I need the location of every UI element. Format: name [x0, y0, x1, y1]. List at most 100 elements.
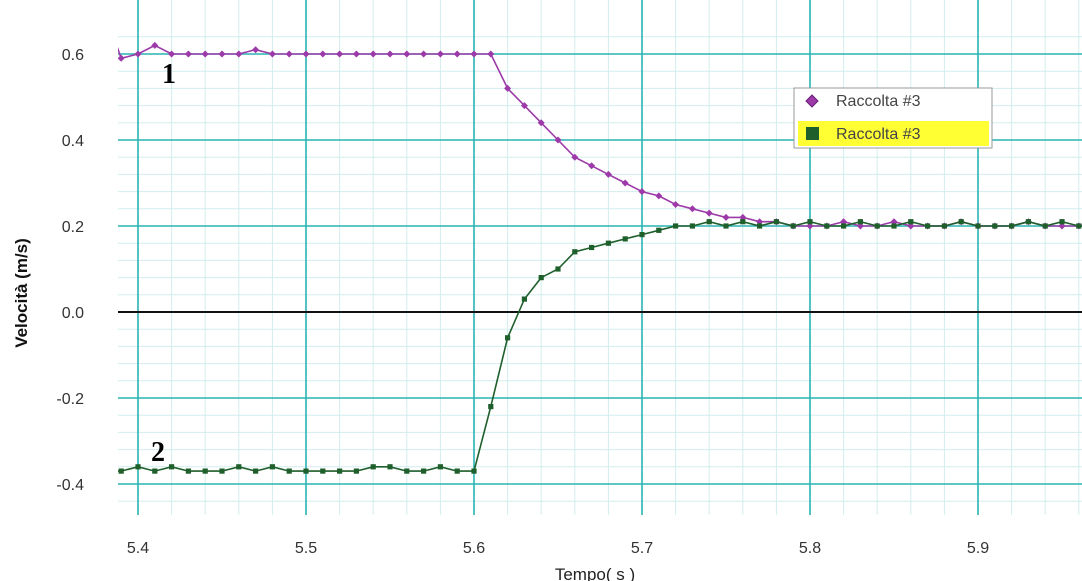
data-point-series-1 — [403, 50, 411, 58]
data-point-series-2 — [824, 223, 830, 229]
data-point-series-1 — [504, 84, 512, 92]
data-point-series-1 — [285, 50, 293, 58]
data-point-series-1 — [201, 50, 209, 58]
data-point-series-2 — [337, 468, 343, 474]
legend-label-1: Raccolta #3 — [836, 93, 921, 110]
y-tick-label: -0.2 — [56, 391, 84, 408]
data-point-series-1 — [722, 213, 730, 221]
plot-background — [118, 0, 1082, 515]
data-point-series-1 — [101, 8, 108, 15]
data-point-series-2 — [437, 464, 443, 470]
data-point-series-2 — [521, 296, 527, 302]
data-point-series-2 — [689, 223, 695, 229]
data-point-series-2 — [135, 464, 141, 470]
data-point-series-2 — [202, 468, 208, 474]
data-point-series-1 — [588, 162, 596, 170]
data-point-series-2 — [421, 468, 427, 474]
data-point-series-2 — [891, 223, 897, 229]
data-point-series-1 — [134, 50, 142, 58]
data-point-series-1 — [487, 50, 495, 58]
series-layer — [101, 8, 1082, 474]
data-point-series-1 — [621, 179, 629, 187]
data-point-series-2 — [538, 275, 544, 281]
legend-highlight — [798, 121, 989, 146]
y-tick-label: -0.4 — [56, 477, 84, 494]
curve-label-1: 1 — [162, 59, 176, 90]
data-point-series-2 — [1009, 223, 1015, 229]
data-point-series-2 — [1025, 219, 1031, 225]
data-point-series-2 — [589, 244, 595, 251]
data-point-series-1 — [369, 50, 377, 58]
data-point-series-2 — [169, 464, 175, 470]
data-point-series-1 — [268, 50, 276, 58]
data-point-series-2 — [757, 223, 763, 229]
curve-label-2: 2 — [151, 437, 165, 468]
data-point-series-1 — [554, 136, 562, 144]
data-point-series-1 — [336, 50, 344, 58]
x-axis-title: Tempo( s ) — [555, 565, 635, 581]
data-point-series-2 — [1076, 223, 1082, 229]
data-point-series-1 — [252, 46, 260, 54]
x-tick-label: 5.9 — [967, 540, 989, 557]
data-point-series-2 — [723, 223, 729, 229]
data-point-series-1 — [655, 192, 663, 200]
data-point-series-2 — [841, 223, 847, 229]
y-tick-label: 0.4 — [62, 133, 84, 150]
data-point-series-2 — [908, 219, 914, 225]
data-point-series-2 — [185, 468, 191, 474]
x-tick-label: 5.8 — [799, 540, 821, 557]
data-point-series-2 — [370, 464, 376, 470]
data-point-series-1 — [184, 50, 192, 58]
data-point-series-2 — [706, 219, 712, 225]
data-point-series-2 — [454, 468, 460, 474]
data-point-series-1 — [352, 50, 360, 58]
data-point-series-1 — [386, 50, 394, 58]
data-point-series-2 — [572, 249, 578, 255]
data-point-series-1 — [571, 153, 579, 161]
data-point-series-2 — [269, 464, 275, 470]
data-point-series-2 — [219, 468, 225, 474]
data-point-series-2 — [605, 240, 611, 246]
data-point-series-2 — [320, 468, 326, 474]
data-point-series-2 — [958, 219, 964, 225]
data-point-series-2 — [925, 223, 931, 229]
data-point-series-1 — [688, 205, 696, 213]
data-point-series-1 — [638, 188, 646, 196]
data-point-series-1 — [470, 50, 478, 58]
data-point-series-1 — [453, 50, 461, 58]
data-point-series-1 — [520, 102, 528, 110]
data-point-series-2 — [118, 468, 124, 474]
data-point-series-1 — [319, 50, 327, 58]
data-point-series-2 — [673, 223, 679, 229]
data-point-series-2 — [505, 335, 511, 341]
data-point-series-1 — [168, 50, 176, 58]
data-point-series-2 — [555, 266, 561, 272]
x-tick-label: 5.5 — [295, 540, 317, 557]
data-point-series-2 — [622, 236, 628, 242]
data-point-series-2 — [941, 223, 947, 229]
data-point-series-2 — [387, 464, 393, 470]
data-point-series-1 — [705, 209, 713, 217]
data-point-series-2 — [807, 219, 813, 225]
x-tick-label: 5.4 — [127, 540, 149, 557]
legend[interactable]: Raccolta #3 Raccolta #3 — [793, 87, 993, 149]
data-point-series-1 — [235, 50, 243, 58]
y-tick-label: 0.6 — [62, 47, 84, 64]
data-point-series-2 — [740, 219, 746, 225]
x-tick-label: 5.6 — [463, 540, 485, 557]
data-point-series-2 — [253, 468, 259, 474]
data-point-series-1 — [118, 54, 125, 62]
data-point-series-1 — [302, 50, 310, 58]
data-point-series-2 — [152, 468, 158, 474]
diamond-marker-icon — [805, 94, 819, 108]
y-axis-title: Velocità (m/s) — [12, 238, 31, 348]
legend-entry-2[interactable]: Raccolta #3 — [798, 121, 989, 146]
legend-entry-1[interactable]: Raccolta #3 — [805, 93, 921, 110]
x-tick-label: 5.7 — [631, 540, 653, 557]
data-point-series-1 — [604, 170, 612, 178]
y-tick-label: 0.0 — [62, 305, 84, 322]
data-point-series-2 — [1059, 219, 1065, 225]
data-point-series-2 — [857, 219, 863, 225]
data-point-series-1 — [420, 50, 428, 58]
